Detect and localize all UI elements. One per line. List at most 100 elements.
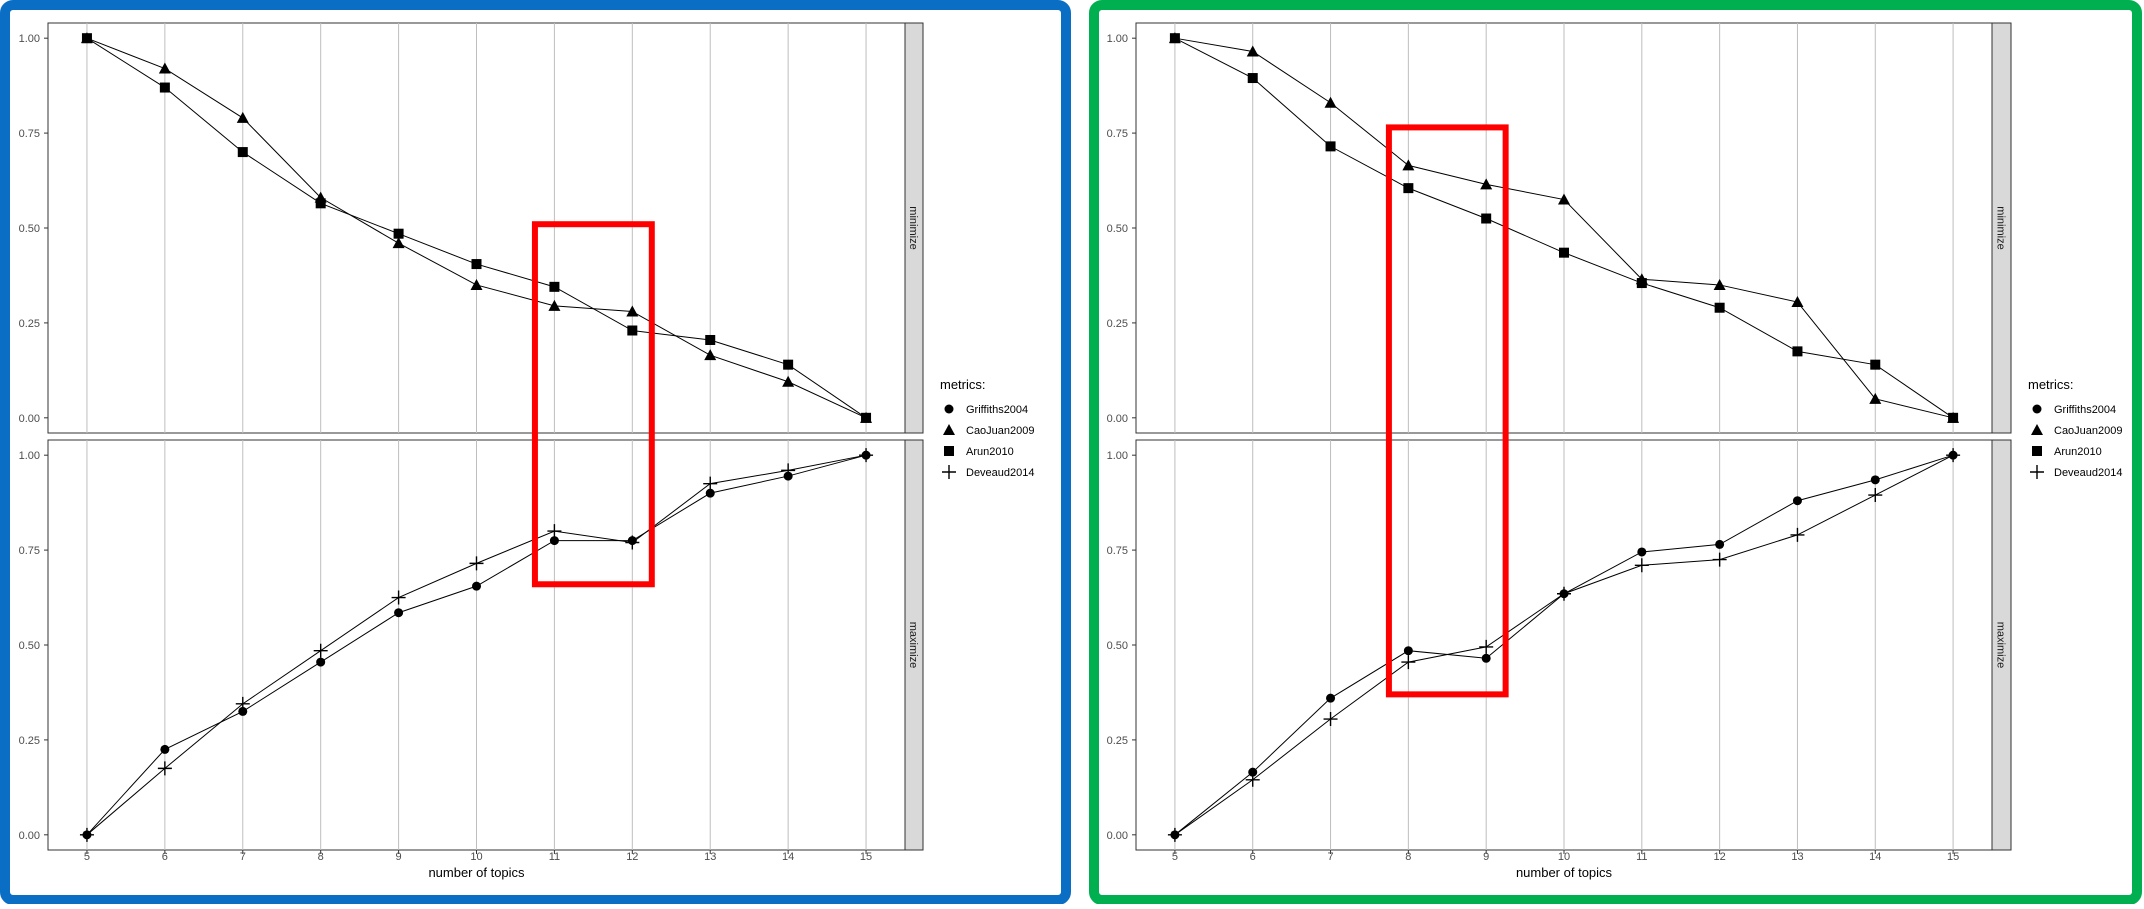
point-Arun2010 [861,412,872,423]
y-tick-label: 1.00 [19,450,40,462]
point-Griffiths2004 [1715,539,1725,549]
point-Griffiths2004 [1248,767,1258,777]
strip-maximize [1991,439,2012,851]
chart-1: 0.00 0.25 0.50 0.75 1.00 minimize 0.00 0.25 0.50… [0,0,1071,905]
point-Deveaud2014 [1557,586,1571,601]
point-Arun2010 [1948,412,1959,423]
strip-minimize [904,22,924,434]
point-Arun2010 [1636,278,1647,289]
y-tick-label: 1.00 [1107,450,1128,462]
point-Griffiths2004 [472,581,481,591]
point-Deveaud2014 [469,556,484,571]
legend: metrics: Griffiths2004 CaoJuan2009 Arun2010… [2028,377,2123,479]
point-CaoJuan2009 [1558,193,1570,205]
point-Deveaud2014 [79,827,94,842]
point-Deveaud2014 [313,643,328,658]
y-tick-label: 0.25 [1107,318,1128,330]
legend-key-CaoJuan2009 [943,424,955,435]
legend-key-Deveaud2014 [942,465,956,479]
point-CaoJuan2009 [1869,392,1882,404]
point-CaoJuan2009 [1246,45,1259,57]
panel-maximize: 0.00 0.25 0.50 0.75 1.00 maximize [19,439,924,851]
point-Griffiths2004 [238,706,248,716]
legend-label-Arun2010: Arun2010 [966,446,1014,458]
point-Arun2010 [1714,302,1725,313]
y-tick-label: 0.50 [1107,640,1128,652]
y-tick-label: 0.75 [19,545,40,557]
x-tick-label: 9 [1483,851,1489,863]
point-Deveaud2014 [1479,639,1494,654]
point-Deveaud2014 [1634,558,1649,573]
point-Deveaud2014 [157,761,172,776]
point-Arun2010 [159,82,170,93]
y-tick-label: 0.00 [19,413,40,425]
x-tick-label: 8 [318,851,324,863]
point-CaoJuan2009 [392,237,405,249]
x-tick-label: 12 [626,851,638,863]
legend-key-Griffiths2004 [944,404,954,414]
point-Griffiths2004 [549,536,559,546]
y-tick-label: 0.25 [1107,735,1128,747]
point-Arun2010 [549,281,560,292]
point-CaoJuan2009 [626,305,639,317]
point-CaoJuan2009 [470,278,483,290]
strip-label: minimize [907,206,919,249]
point-Deveaud2014 [1245,772,1260,787]
panel-minimize: 0.00 0.25 0.50 0.75 1.00 minimize [19,22,924,434]
legend: metrics: Griffiths2004 CaoJuan2009 Arun2010… [940,377,1035,479]
point-Arun2010 [81,33,92,44]
highlight-box [1385,124,1509,698]
strip-minimize [1991,22,2012,434]
point-Deveaud2014 [1868,488,1883,503]
x-tick-label: 11 [1636,851,1647,863]
point-Deveaud2014 [1167,827,1182,842]
point-Deveaud2014 [859,448,874,463]
point-Arun2010 [315,198,326,209]
x-tick-label: 14 [1869,851,1881,863]
point-Arun2010 [1169,33,1180,44]
point-Griffiths2004 [1637,547,1647,557]
legend-key-Arun2010 [2032,446,2042,456]
point-CaoJuan2009 [704,349,717,361]
x-tick-label: 7 [1327,851,1333,863]
x-tick-label: 14 [782,851,794,863]
point-Arun2010 [1247,73,1258,84]
x-tick-label: 10 [1558,851,1570,863]
y-tick-label: 1.00 [1107,33,1128,45]
point-Deveaud2014 [547,524,562,539]
point-CaoJuan2009 [236,111,249,123]
legend-title: metrics: [2028,377,2074,392]
panel-minimize: 0.00 0.25 0.50 0.75 1.00 minimize [1107,22,2012,434]
chart-frame [1089,0,2142,905]
y-tick-label: 0.25 [19,318,40,330]
point-Griffiths2004 [1403,646,1413,656]
x-tick-label: 10 [470,851,482,863]
point-Arun2010 [1559,247,1569,258]
point-Arun2010 [393,228,404,239]
legend-label-Deveaud2014: Deveaud2014 [966,467,1035,479]
point-Arun2010 [1870,359,1881,370]
x-tick-label: 15 [1947,851,1959,863]
point-Griffiths2004 [705,488,715,498]
x-tick-label: 12 [1714,851,1726,863]
panel-maximize: 0.00 0.25 0.50 0.75 1.00 maximize [1107,439,2012,851]
point-Deveaud2014 [1401,655,1416,670]
point-CaoJuan2009 [158,62,171,74]
point-Arun2010 [1325,141,1336,152]
y-tick-label: 1.00 [19,33,40,45]
x-tick-label: 7 [240,851,246,863]
point-Arun2010 [705,334,716,345]
y-tick-label: 0.50 [19,640,40,652]
point-CaoJuan2009 [782,375,795,387]
legend-key-Deveaud2014 [2030,465,2044,479]
strip-label: maximize [907,622,919,668]
x-tick-label: 5 [84,851,90,863]
x-tick-label: 13 [1791,851,1803,863]
point-Deveaud2014 [1790,527,1805,542]
point-Griffiths2004 [1481,653,1491,663]
point-Deveaud2014 [1712,552,1727,567]
x-tick-label: 5 [1172,851,1178,863]
legend-key-Arun2010 [944,446,954,456]
